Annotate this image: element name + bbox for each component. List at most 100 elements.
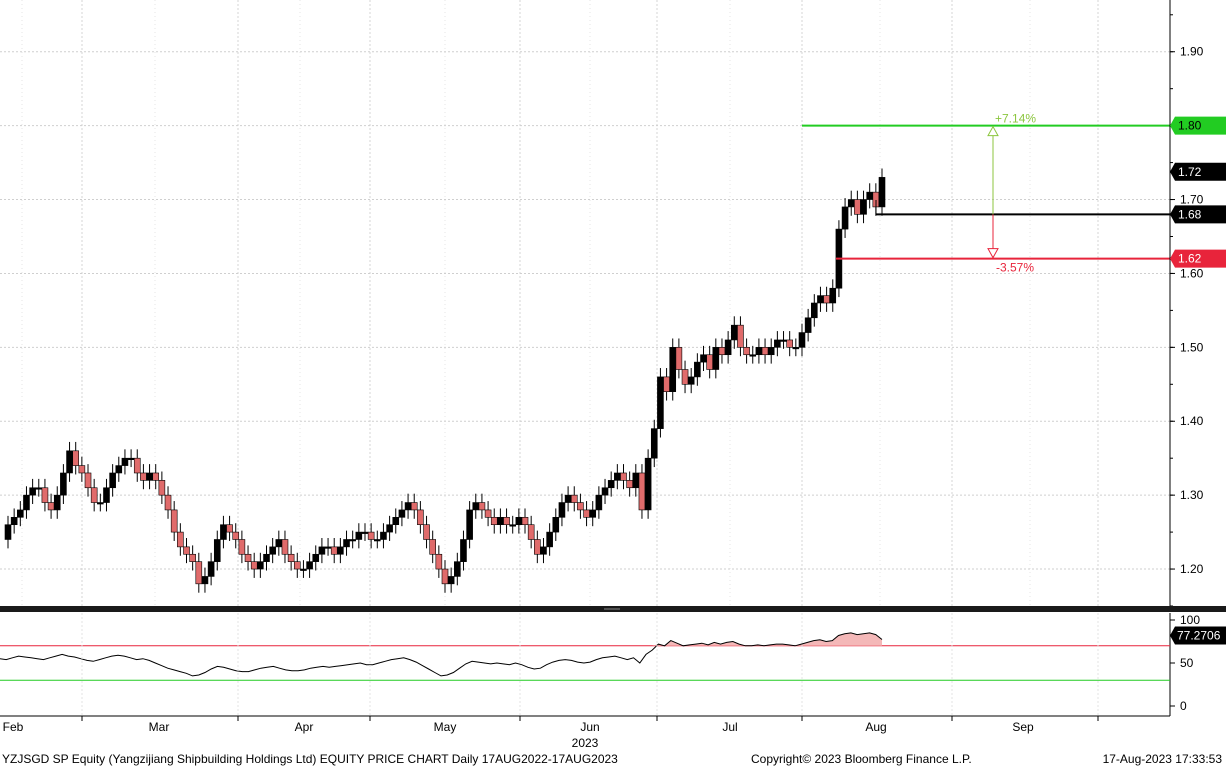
- candle-down: [521, 517, 529, 526]
- candle-down: [410, 502, 418, 511]
- chart-grid: [0, 0, 1170, 606]
- oscillator-panel: 0 50 100 77.2706: [0, 613, 1226, 716]
- reference-tag: [1170, 205, 1226, 224]
- candle-down: [854, 199, 861, 215]
- candle-up: [497, 517, 504, 526]
- candle-up: [343, 539, 350, 548]
- candle-up: [657, 376, 664, 429]
- candle-up: [601, 487, 609, 496]
- candle-down: [195, 561, 203, 585]
- candle-down: [41, 487, 49, 503]
- candle-up: [10, 517, 18, 526]
- candle-up: [564, 494, 572, 503]
- candle-down: [675, 347, 683, 370]
- candle-down: [158, 480, 166, 496]
- candle-up: [17, 509, 24, 518]
- candle-up: [810, 302, 818, 319]
- candle-down: [189, 553, 196, 562]
- y-tick-label: 1.90: [1180, 45, 1204, 59]
- candle-down: [620, 472, 627, 481]
- x-year-label: 2023: [572, 736, 599, 750]
- candle-up: [103, 487, 110, 503]
- osc-value-tag: [1170, 626, 1226, 645]
- candle-up: [817, 295, 824, 304]
- candle-up: [460, 539, 467, 562]
- candle-up: [121, 457, 129, 466]
- candle-down: [626, 480, 633, 489]
- candle-up: [829, 287, 837, 304]
- y-tick-label: 1.30: [1180, 488, 1204, 502]
- candle-up: [687, 376, 695, 385]
- footer-title: YZJSGD SP Equity (Yangzijiang Shipbuildi…: [2, 752, 618, 766]
- x-tick-label: Jun: [580, 720, 599, 734]
- candle-down: [330, 546, 338, 555]
- footer-copyright: Copyright© 2023 Bloomberg Finance L.P.: [751, 752, 972, 766]
- candle-up: [774, 339, 781, 348]
- y-tick-label: 1.20: [1180, 562, 1204, 576]
- candle-up: [589, 509, 597, 518]
- x-tick-label: Aug: [865, 720, 886, 734]
- candle-up: [207, 561, 215, 577]
- candle-down: [367, 531, 375, 540]
- candle-up: [373, 539, 381, 542]
- candle-up: [509, 524, 517, 527]
- candle-down: [570, 494, 578, 503]
- candle-up: [860, 199, 867, 215]
- candle-up: [97, 502, 104, 505]
- x-tick-label: Feb: [3, 720, 24, 734]
- candle-up: [213, 539, 221, 562]
- candle-up: [23, 494, 30, 511]
- candle-up: [53, 494, 61, 511]
- candle-up: [472, 502, 480, 511]
- osc-tick-label: 50: [1180, 656, 1194, 670]
- x-tick-label: Apr: [295, 720, 314, 734]
- candle-down: [441, 568, 449, 585]
- candle-up: [324, 546, 332, 549]
- candle-down: [737, 324, 744, 348]
- candle-up: [201, 576, 209, 585]
- y-tick-label: 1.40: [1180, 414, 1204, 428]
- candle-down: [281, 539, 289, 555]
- candle-up: [454, 561, 461, 577]
- candle-down: [287, 553, 295, 562]
- candle-up: [257, 561, 264, 570]
- candle-up: [767, 347, 775, 356]
- candle-down: [250, 561, 258, 570]
- candle-up: [146, 472, 153, 481]
- candle-up: [355, 531, 363, 540]
- target-pct-label: +7.14%: [995, 112, 1036, 126]
- candle-up: [127, 457, 135, 460]
- candle-up: [275, 539, 283, 548]
- target-label: 1.80: [1178, 119, 1202, 133]
- candle-up: [866, 191, 873, 200]
- osc-tick-label: 0: [1180, 699, 1187, 713]
- candle-down: [743, 347, 750, 356]
- candle-down: [761, 347, 769, 356]
- candle-down: [170, 509, 178, 533]
- last-price-tag: [1170, 162, 1226, 181]
- candle-up: [694, 361, 701, 378]
- candle-up: [306, 561, 313, 570]
- candle-down: [84, 472, 92, 489]
- candle-down: [435, 553, 443, 570]
- candle-down: [232, 531, 240, 540]
- candle-up: [300, 568, 307, 571]
- stop-pct-label: -3.57%: [996, 261, 1034, 275]
- candle-down: [78, 465, 86, 474]
- reference-label: 1.68: [1178, 207, 1202, 221]
- candle-up: [318, 546, 326, 555]
- candle-down: [140, 472, 147, 481]
- y-tick-label: 1.60: [1180, 266, 1204, 280]
- candle-down: [164, 494, 172, 511]
- candle-down: [177, 531, 184, 548]
- price-levels: +7.14% -3.57%: [802, 112, 1226, 275]
- candle-down: [417, 509, 424, 526]
- candle-down: [484, 509, 492, 518]
- candle-up: [404, 502, 412, 511]
- candle-up: [109, 472, 116, 489]
- candle-up: [700, 354, 707, 363]
- candle-down: [490, 517, 498, 526]
- candle-down: [534, 539, 541, 555]
- candle-up: [540, 546, 547, 555]
